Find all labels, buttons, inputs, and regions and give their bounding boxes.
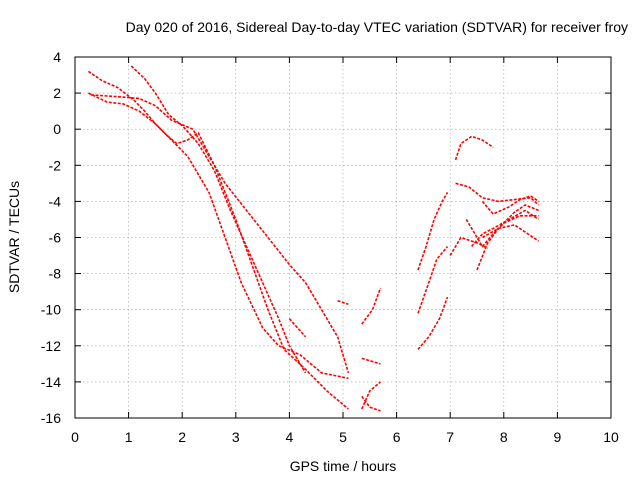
x-tick-label: 5 (339, 429, 347, 445)
x-axis-ticks: 0 1 2 3 4 5 6 7 8 9 10 (71, 57, 619, 445)
y-tick-label: -16 (41, 410, 61, 426)
x-tick-label: 9 (554, 429, 562, 445)
x-tick-label: 0 (71, 429, 79, 445)
series-arc-3 (91, 94, 350, 374)
chart-title: Day 020 of 2016, Sidereal Day-to-day VTE… (126, 19, 628, 35)
y-tick-label: 2 (53, 85, 61, 101)
data-series (87, 65, 540, 412)
y-tick-label: -4 (49, 193, 62, 209)
series-arc-7 (361, 287, 382, 325)
series-arc-15 (455, 182, 540, 206)
series-arc-19 (465, 215, 539, 248)
series-arc-11 (417, 191, 449, 271)
y-tick-label: -6 (49, 230, 62, 246)
series-arc-10 (361, 395, 381, 412)
y-tick-label: -10 (41, 302, 61, 318)
series-arc-21 (481, 195, 540, 215)
series-arc-8 (361, 357, 381, 365)
x-tick-label: 2 (178, 429, 186, 445)
y-tick-label: -12 (41, 338, 61, 354)
y-axis-label: SDTVAR / TECUs (6, 181, 22, 293)
series-arc-16 (449, 236, 489, 256)
y-tick-label: 4 (53, 49, 61, 65)
series-arc-6 (337, 299, 349, 306)
y-tick-label: -8 (49, 266, 62, 282)
x-tick-label: 3 (232, 429, 240, 445)
y-axis-ticks: 4 2 0 -2 -4 -6 -8 -10 -12 -14 -16 (41, 49, 611, 426)
series-arc-5 (288, 318, 307, 338)
series-arc-14 (454, 135, 494, 161)
series-arc-2 (87, 70, 349, 410)
series-arc-4 (130, 65, 307, 374)
y-tick-label: -2 (49, 157, 62, 173)
series-arc-13 (417, 296, 449, 350)
x-tick-label: 7 (446, 429, 454, 445)
x-tick-label: 4 (286, 429, 294, 445)
grid-lines (75, 57, 611, 418)
series-arc-18 (476, 204, 539, 271)
x-tick-label: 1 (125, 429, 133, 445)
x-axis-label: GPS time / hours (290, 458, 397, 474)
x-tick-label: 10 (603, 429, 619, 445)
series-arc-9 (361, 381, 382, 410)
y-tick-label: -14 (41, 374, 61, 390)
y-tick-label: 0 (53, 121, 61, 137)
series-arc-12 (417, 245, 449, 314)
x-tick-label: 6 (393, 429, 401, 445)
series-arc-20 (470, 209, 540, 248)
x-tick-label: 8 (500, 429, 508, 445)
series-arc-1 (88, 92, 349, 380)
